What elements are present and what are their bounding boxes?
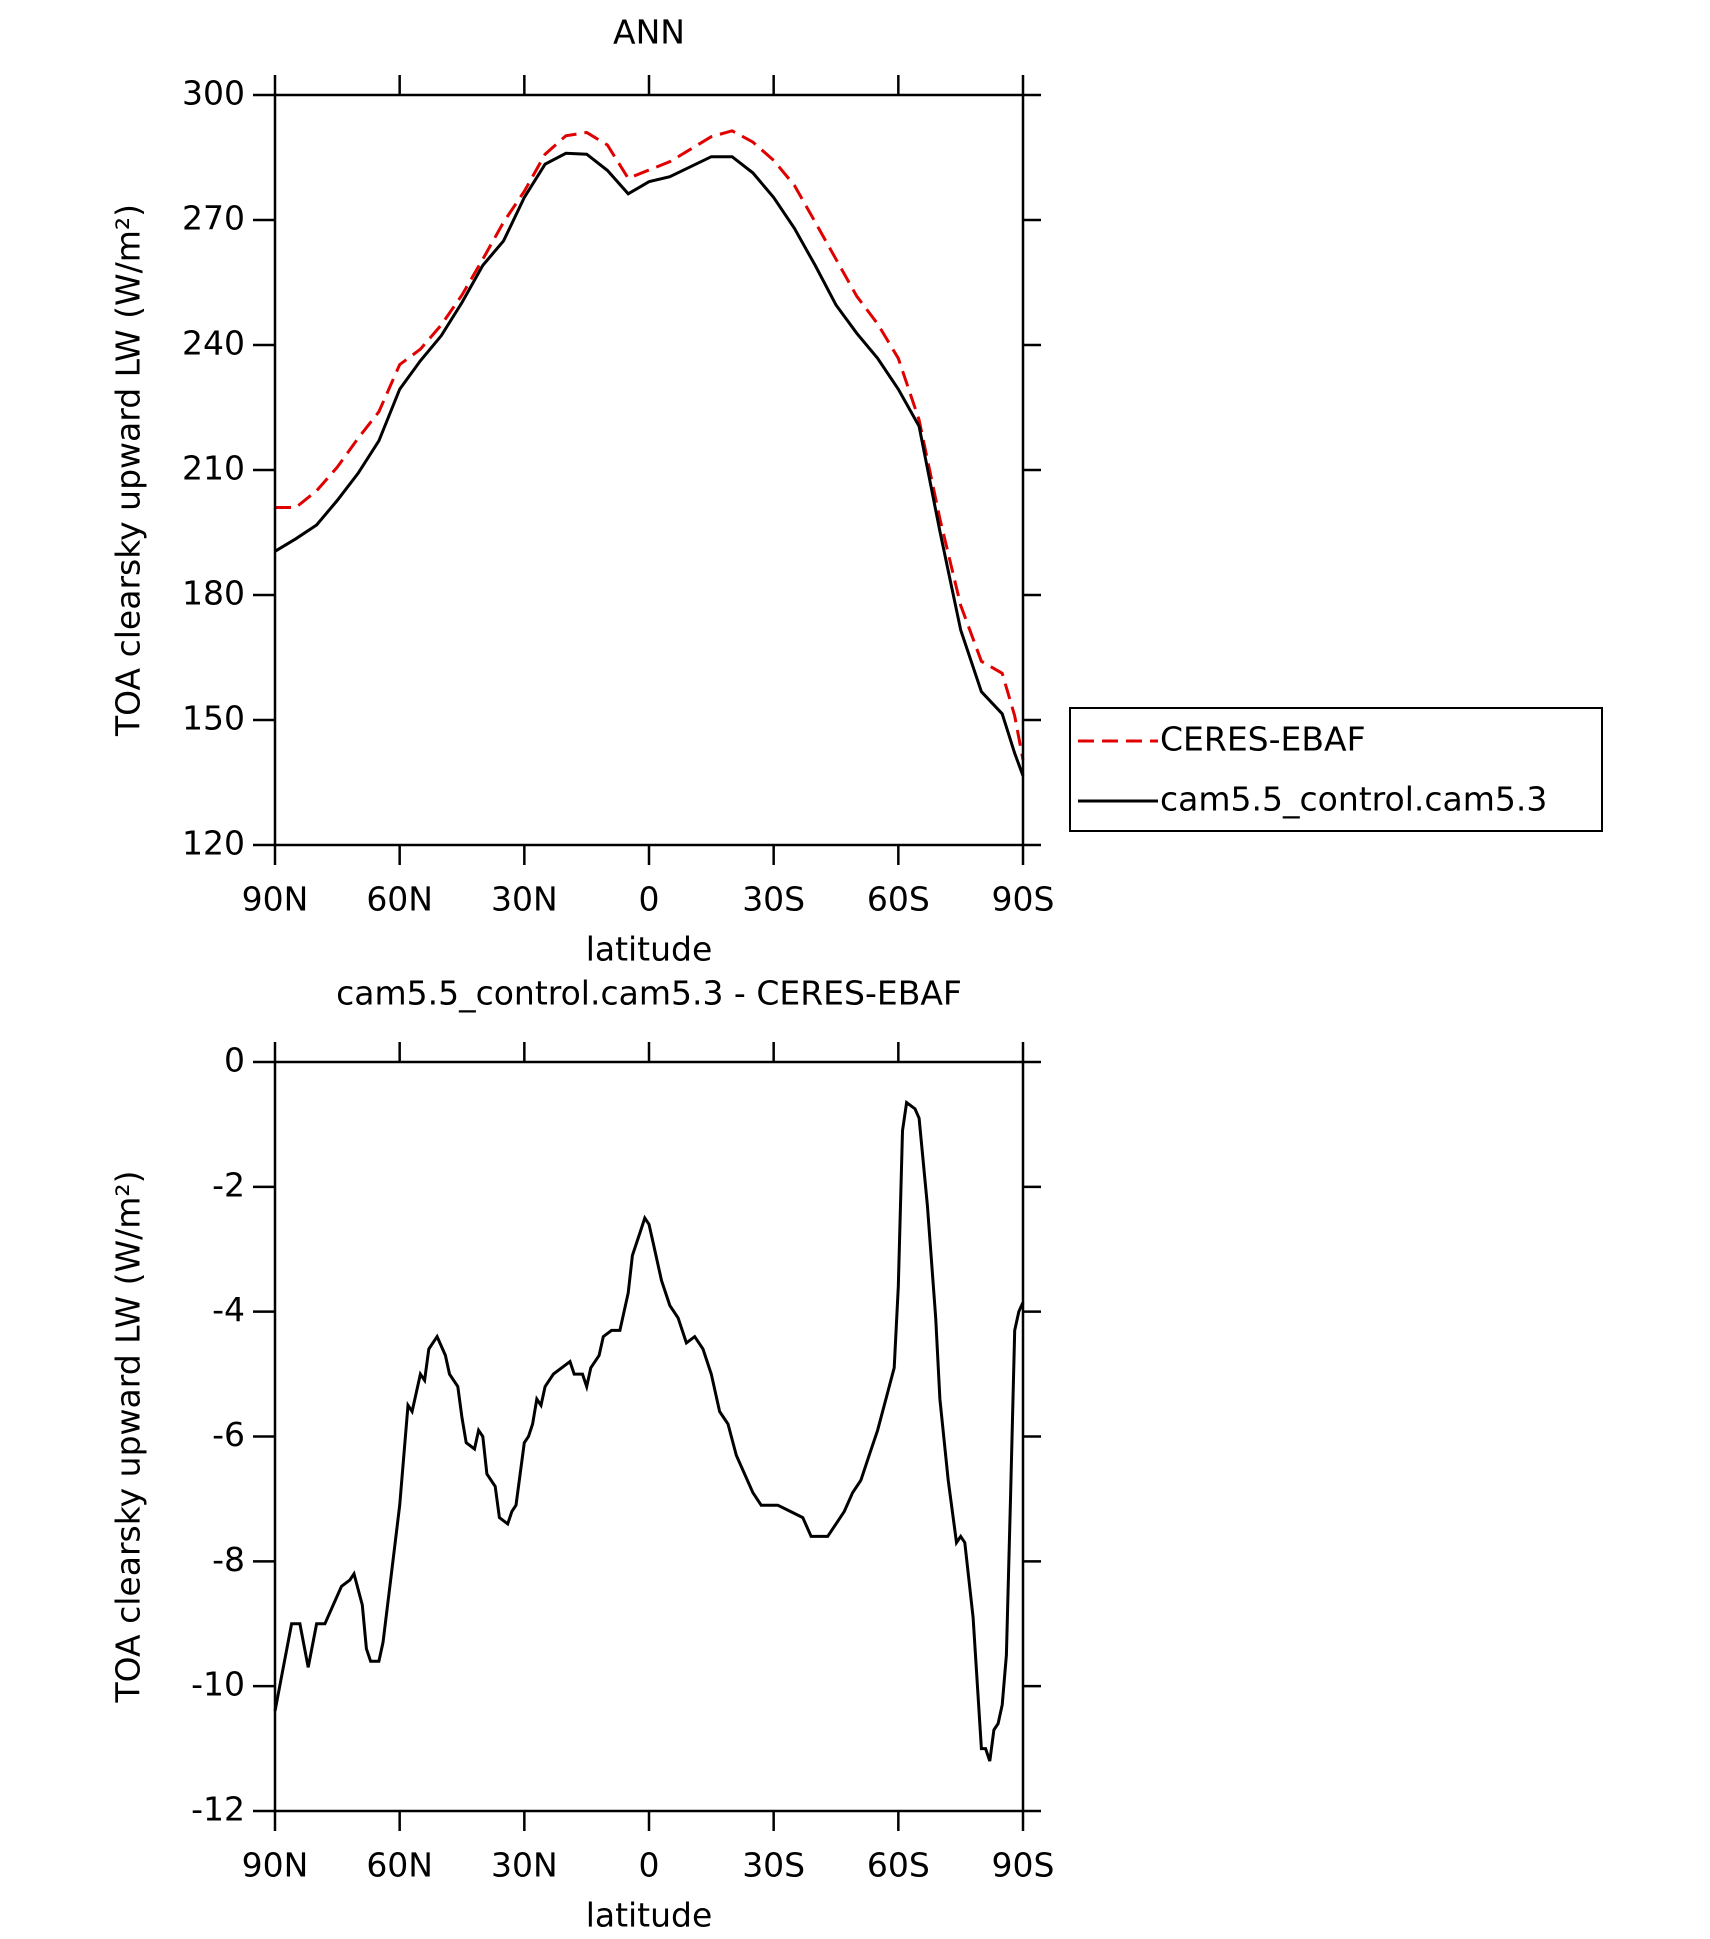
- y-tick-label: 240: [182, 324, 245, 363]
- x-tick-label: 30N: [491, 880, 558, 919]
- x-tick-label: 90S: [992, 880, 1055, 919]
- plot-frame: [273, 93, 1025, 847]
- y-tick-label: -10: [191, 1665, 245, 1704]
- x-tick-label: 30N: [491, 1846, 558, 1885]
- x-tick-label: 0: [639, 1846, 660, 1885]
- y-tick-label: 300: [182, 74, 245, 113]
- data-line: [273, 1099, 1025, 1762]
- legend-label: CERES-EBAF: [1160, 720, 1366, 759]
- chart-title: cam5.5_control.cam5.3 - CERES-EBAF: [336, 974, 962, 1013]
- x-tick-label: 60N: [366, 880, 433, 919]
- y-tick-label: -4: [212, 1290, 245, 1329]
- x-tick-label: 60S: [867, 1846, 930, 1885]
- x-tick-label: 60N: [366, 1846, 433, 1885]
- y-axis-label: TOA clearsky upward LW (W/m²): [109, 204, 148, 737]
- x-tick-label: 90N: [242, 880, 309, 919]
- x-tick-label: 60S: [867, 880, 930, 919]
- x-tick-label: 30S: [742, 1846, 805, 1885]
- y-tick-label: -12: [191, 1790, 245, 1829]
- y-tick-label: 270: [182, 199, 245, 238]
- y-tick-label: -8: [212, 1540, 245, 1579]
- y-tick-label: 210: [182, 449, 245, 488]
- x-tick-label: 0: [639, 880, 660, 919]
- x-tick-label: 30S: [742, 880, 805, 919]
- y-tick-label: -6: [212, 1415, 245, 1454]
- x-axis-label: latitude: [586, 1896, 713, 1935]
- y-axis-label: TOA clearsky upward LW (W/m²): [109, 1170, 148, 1703]
- data-line: [274, 151, 1025, 777]
- y-tick-label: 120: [182, 824, 245, 863]
- legend-label: cam5.5_control.cam5.3: [1160, 780, 1547, 819]
- y-tick-label: 180: [182, 574, 245, 613]
- chart-title: ANN: [613, 13, 685, 52]
- x-tick-label: 90N: [242, 1846, 309, 1885]
- legend-box: [1069, 707, 1603, 832]
- plot-frame: [273, 1060, 1025, 1813]
- x-axis-label: latitude: [586, 930, 713, 969]
- data-line: [275, 129, 1025, 761]
- y-tick-label: 0: [224, 1041, 245, 1080]
- y-tick-label: 150: [182, 699, 245, 738]
- x-tick-label: 90S: [992, 1846, 1055, 1885]
- y-tick-label: -2: [212, 1165, 245, 1204]
